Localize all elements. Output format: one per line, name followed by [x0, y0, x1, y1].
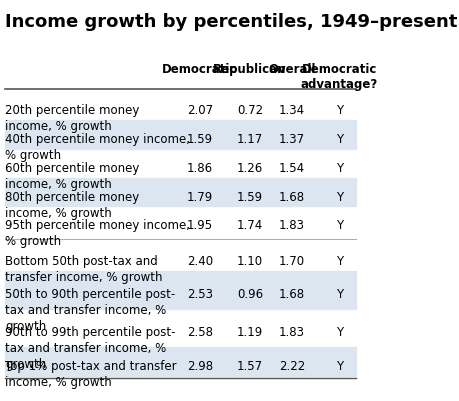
Text: Bottom 50th post-tax and
transfer income, % growth: Bottom 50th post-tax and transfer income…	[5, 255, 162, 284]
Text: 2.07: 2.07	[186, 104, 213, 117]
Text: Y: Y	[335, 255, 342, 268]
Text: 1.95: 1.95	[186, 219, 213, 232]
Text: Overall: Overall	[268, 63, 315, 76]
Text: Democratic: Democratic	[162, 63, 237, 76]
Text: Republican: Republican	[213, 63, 286, 76]
Text: 1.74: 1.74	[236, 219, 263, 232]
Text: 20th percentile money
income, % growth: 20th percentile money income, % growth	[5, 104, 139, 133]
Text: Top 1% post-tax and transfer
income, % growth: Top 1% post-tax and transfer income, % g…	[5, 359, 176, 388]
Text: Democratic
advantage?: Democratic advantage?	[300, 63, 377, 91]
Text: 60th percentile money
income, % growth: 60th percentile money income, % growth	[5, 162, 139, 190]
Text: 1.59: 1.59	[236, 190, 263, 203]
Text: Income growth by percentiles, 1949–present: Income growth by percentiles, 1949–prese…	[5, 13, 456, 31]
Text: 40th percentile money income,
% growth: 40th percentile money income, % growth	[5, 133, 190, 162]
Text: 2.58: 2.58	[186, 325, 213, 338]
Text: 2.53: 2.53	[186, 287, 213, 300]
Text: Y: Y	[335, 287, 342, 300]
Text: 1.68: 1.68	[278, 190, 304, 203]
Text: Y: Y	[335, 190, 342, 203]
Text: 0.72: 0.72	[236, 104, 263, 117]
Text: Y: Y	[335, 133, 342, 146]
Bar	[5, 347, 355, 376]
Text: 1.79: 1.79	[186, 190, 213, 203]
Text: 1.19: 1.19	[236, 325, 263, 338]
Text: 1.10: 1.10	[236, 255, 263, 268]
Text: Y: Y	[335, 219, 342, 232]
Text: 2.22: 2.22	[278, 359, 304, 372]
Text: 2.40: 2.40	[186, 255, 213, 268]
Text: 1.83: 1.83	[278, 325, 304, 338]
Text: 90th to 99th percentile post-
tax and transfer income, %
growth: 90th to 99th percentile post- tax and tr…	[5, 325, 175, 370]
Text: 1.83: 1.83	[278, 219, 304, 232]
Text: 95th percentile money income,
% growth: 95th percentile money income, % growth	[5, 219, 190, 248]
Text: 1.86: 1.86	[186, 162, 213, 174]
Text: 1.59: 1.59	[186, 133, 213, 146]
Bar	[5, 121, 355, 150]
Bar	[5, 178, 355, 207]
Text: 1.68: 1.68	[278, 287, 304, 300]
Text: Y: Y	[335, 104, 342, 117]
Text: Y: Y	[335, 325, 342, 338]
Text: 1.34: 1.34	[278, 104, 304, 117]
Text: Y: Y	[335, 162, 342, 174]
Text: 1.70: 1.70	[278, 255, 304, 268]
Text: Y: Y	[335, 359, 342, 372]
Text: 0.96: 0.96	[236, 287, 263, 300]
Text: 1.26: 1.26	[236, 162, 263, 174]
Text: 1.37: 1.37	[278, 133, 304, 146]
Text: 50th to 90th percentile post-
tax and transfer income, %
growth: 50th to 90th percentile post- tax and tr…	[5, 287, 175, 332]
Text: 1.54: 1.54	[278, 162, 304, 174]
Text: 80th percentile money
income, % growth: 80th percentile money income, % growth	[5, 190, 139, 219]
Text: 1.57: 1.57	[236, 359, 263, 372]
Text: 2.98: 2.98	[186, 359, 213, 372]
Bar	[5, 271, 355, 309]
Text: 1.17: 1.17	[236, 133, 263, 146]
